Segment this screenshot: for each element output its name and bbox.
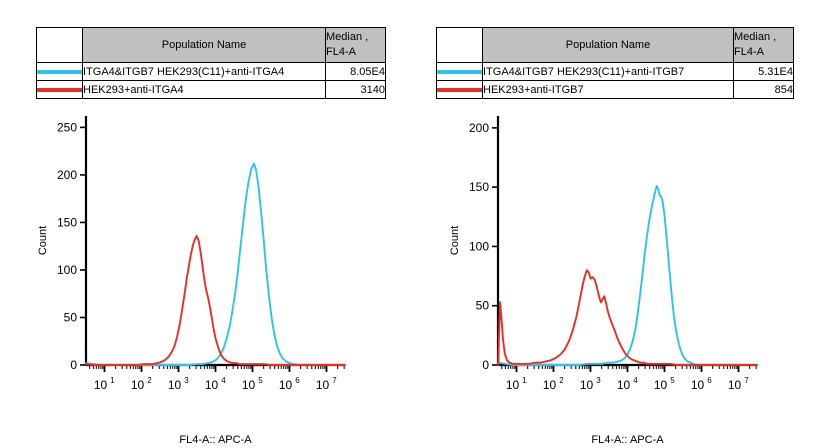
legend-population-name: ITGA4&ITGB7 HEK293(C11)+anti-ITGB7	[482, 62, 734, 81]
legend-population-name: HEK293+anti-ITGB7	[482, 80, 734, 99]
legend-color-swatch-cyan	[37, 63, 82, 80]
x-tick-exponent: 4	[221, 376, 226, 385]
x-tick-label: 10	[543, 378, 557, 392]
histogram-curve	[497, 269, 758, 366]
x-tick-label: 10	[617, 378, 631, 392]
legend-median-value: 5.31E4	[733, 62, 794, 81]
y-tick-label: 50	[64, 310, 78, 324]
x-tick-exponent: 7	[744, 376, 749, 385]
legend-header-median-line1: Median ,	[326, 31, 369, 43]
x-tick-label: 10	[131, 378, 145, 392]
x-tick-label: 10	[691, 378, 705, 392]
legend-population-name: ITGA4&ITGB7 HEK293(C11)+anti-ITGA4	[82, 62, 326, 81]
legend-header-population: Population Name	[82, 27, 326, 63]
x-tick-exponent: 4	[633, 376, 638, 385]
histogram-curve	[85, 234, 346, 366]
x-tick-exponent: 2	[147, 376, 152, 385]
legend-median-value: 854	[733, 80, 794, 99]
legend-median-value: 8.05E4	[325, 62, 386, 81]
y-tick-label: 250	[57, 120, 77, 134]
y-tick-label: 0	[70, 358, 77, 372]
legend-row: HEK293+anti-ITGA4 3140	[36, 80, 386, 99]
x-tick-label: 10	[94, 378, 108, 392]
legend-row: ITGA4&ITGB7 HEK293(C11)+anti-ITGA4 8.05E…	[36, 62, 386, 81]
x-tick-exponent: 6	[295, 376, 300, 385]
legend-swatch-cell	[36, 62, 83, 81]
x-axis-title: FL4-A:: APC-A	[591, 434, 664, 446]
legend-swatch-cell	[436, 80, 483, 99]
y-tick-label: 0	[482, 358, 489, 372]
x-tick-label: 10	[168, 378, 182, 392]
x-tick-exponent: 1	[522, 376, 527, 385]
y-tick-label: 150	[57, 215, 77, 229]
y-tick-label: 100	[57, 263, 77, 277]
x-tick-label: 10	[654, 378, 668, 392]
x-tick-label: 10	[242, 378, 256, 392]
legend-header-median: Median , FL4-A	[325, 27, 386, 63]
histogram-curve	[497, 185, 758, 366]
y-axis-title: Count	[449, 226, 461, 255]
x-tick-label: 10	[205, 378, 219, 392]
x-tick-label: 10	[316, 378, 330, 392]
y-axis-title: Count	[37, 226, 49, 255]
legend-population-name: HEK293+anti-ITGA4	[82, 80, 326, 99]
y-tick-label: 100	[469, 239, 489, 253]
x-tick-exponent: 6	[707, 376, 712, 385]
legend-table-left: Population Name Median , FL4-A ITGA4&ITG…	[36, 27, 386, 99]
legend-row: ITGA4&ITGB7 HEK293(C11)+anti-ITGB7 5.31E…	[436, 62, 794, 81]
x-tick-label: 10	[506, 378, 520, 392]
x-axis-title: FL4-A:: APC-A	[179, 434, 252, 446]
x-tick-exponent: 3	[596, 376, 601, 385]
legend-header-median-line2: FL4-A	[734, 46, 764, 58]
x-tick-label: 10	[279, 378, 293, 392]
legend-header-swatch-cell	[436, 27, 483, 63]
legend-swatch-cell	[36, 80, 83, 99]
x-tick-label: 10	[580, 378, 594, 392]
legend-table-right: Population Name Median , FL4-A ITGA4&ITG…	[436, 27, 794, 99]
legend-header-swatch-cell	[36, 27, 83, 63]
y-tick-label: 200	[469, 121, 489, 135]
legend-header-median-line2: FL4-A	[326, 46, 356, 58]
x-tick-exponent: 1	[110, 376, 115, 385]
legend-swatch-cell	[436, 62, 483, 81]
x-tick-exponent: 5	[670, 376, 675, 385]
legend-median-value: 3140	[325, 80, 386, 99]
x-tick-label: 10	[728, 378, 742, 392]
x-tick-exponent: 7	[332, 376, 337, 385]
legend-header-row: Population Name Median , FL4-A	[36, 27, 386, 63]
legend-header-row: Population Name Median , FL4-A	[436, 27, 794, 63]
panel-left: Population Name Median , FL4-A ITGA4&ITG…	[0, 0, 406, 448]
legend-header-median: Median , FL4-A	[733, 27, 794, 63]
x-tick-exponent: 2	[559, 376, 564, 385]
x-tick-exponent: 5	[258, 376, 263, 385]
legend-color-swatch-cyan	[437, 63, 482, 80]
legend-color-swatch-red	[437, 81, 482, 98]
y-tick-label: 150	[469, 180, 489, 194]
legend-row: HEK293+anti-ITGB7 854	[436, 80, 794, 99]
y-tick-label: 50	[476, 299, 490, 313]
legend-header-population: Population Name	[482, 27, 734, 63]
legend-color-swatch-red	[37, 81, 82, 98]
legend-header-median-line1: Median ,	[734, 31, 777, 43]
panel-right: Population Name Median , FL4-A ITGA4&ITG…	[407, 0, 813, 448]
x-tick-exponent: 3	[184, 376, 189, 385]
y-tick-label: 200	[57, 168, 77, 182]
